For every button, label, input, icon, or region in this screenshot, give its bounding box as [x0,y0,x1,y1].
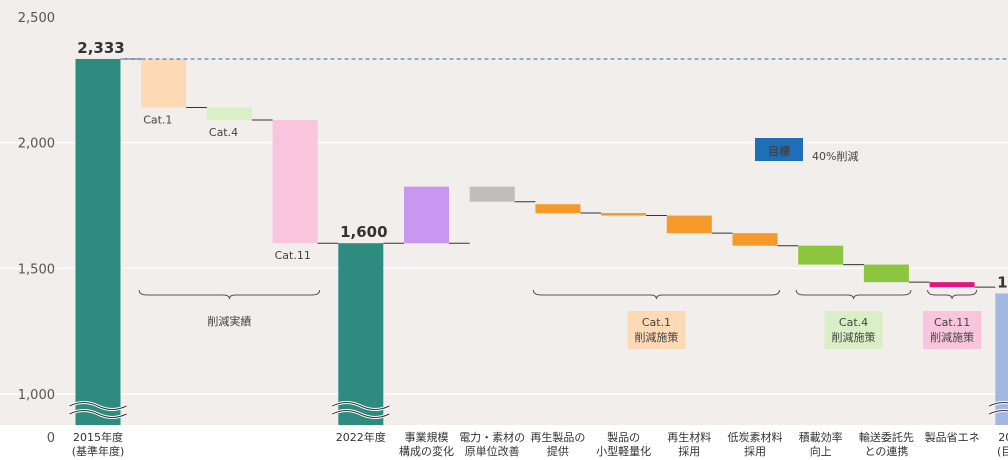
x-tick-label: 2030年 [998,430,1008,444]
axis-break-mark [69,410,127,418]
y-tick-label: 2,000 [18,137,55,152]
x-tick-label: 採用 [678,444,700,458]
group-label: 削減実績 [207,314,251,328]
bar [601,213,647,216]
group-brace [532,289,780,300]
y-tick-label: 2,500 [18,11,55,26]
bar [272,120,318,244]
group-label-box [923,311,982,349]
group-brace [795,289,912,300]
group-label: 削減施策 [930,330,974,344]
axis-break-mark [989,410,1008,415]
bar-label: Cat.11 [275,249,311,262]
x-tick-label: 2022年度 [336,430,386,444]
x-tick-label: 電力・素材の [459,430,525,444]
group-label-box [627,311,686,349]
bar-label: Cat.1 [143,113,172,126]
group-label: Cat.11 [934,316,970,329]
x-tick-label: との連携 [864,444,908,458]
y-tick-label: 1,500 [18,262,55,277]
axis-break-mark [69,402,127,410]
bar [798,245,844,265]
value-label: 1,400 [997,273,1008,291]
x-tick-label: 再生製品の [530,430,585,444]
x-tick-label: 積載効率 [799,430,843,444]
group-label: Cat.4 [839,316,868,329]
value-label: 1,600 [340,223,387,241]
x-tick-label: 2015年度 [73,430,123,444]
bar [995,293,1008,425]
x-tick-label: (基準年度) [72,444,125,458]
x-tick-label: 小型軽量化 [596,444,651,458]
bar [404,186,449,244]
x-tick-label: 輸送委託先 [859,430,914,444]
y-tick-label: 0 [47,431,55,446]
x-tick-label: 製品省エネ [925,430,980,444]
x-tick-label: 低炭素材料 [728,430,783,444]
x-tick-label: 向上 [810,444,832,458]
bar [338,243,384,425]
axis-break-mark [332,402,390,410]
x-tick-label: 採用 [744,444,766,458]
target-badge [755,138,803,161]
group-label: 削減施策 [832,330,876,344]
x-tick-label: 製品の [607,430,640,444]
y-tick-label: 1,000 [18,388,55,403]
bar [929,282,975,288]
bar [863,264,909,283]
bar [75,58,121,426]
group-brace [138,289,321,300]
x-tick-label: 原単位改善 [465,444,520,458]
group-label-box [824,311,883,349]
bar [141,58,187,108]
x-tick-label: 構成の変化 [399,444,454,458]
x-tick-label: 再生材料 [667,430,711,444]
value-label: 2,333 [77,39,124,57]
target-reduction-text: 40%削減 [812,149,858,163]
x-tick-label: (目標年) [997,444,1008,458]
target-badge-text: 目標 [768,144,790,158]
axis-break-mark [332,410,390,418]
bar [535,204,581,214]
group-label: Cat.1 [642,316,671,329]
bar [469,186,515,202]
axis-break-mark [989,402,1008,407]
group-brace [927,289,978,300]
x-tick-label: 提供 [547,444,569,458]
bar [206,107,252,121]
group-label: 削減施策 [634,330,678,344]
x-tick-label: 事業規模 [405,430,449,444]
bar [666,215,712,234]
bar-label: Cat.4 [209,126,238,139]
bar [732,233,778,246]
